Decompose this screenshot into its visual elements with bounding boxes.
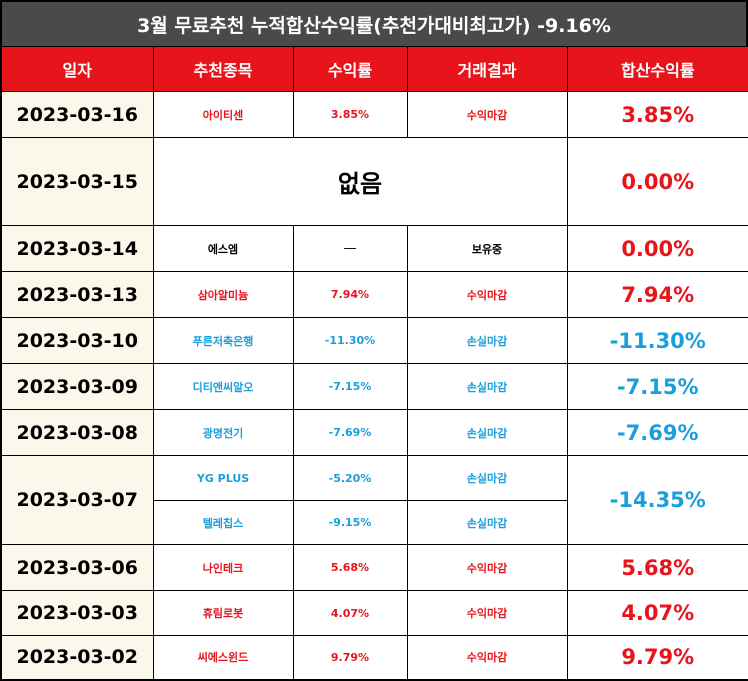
row-return: 4.07% [292, 590, 408, 636]
row-total: -11.30% [566, 317, 748, 364]
row-date: 2023-03-15 [0, 137, 154, 226]
header-return: 수익률 [292, 46, 408, 92]
row-result: 수익마감 [406, 271, 568, 318]
table-row: 2023-03-08 광명전기 -7.69% 손실마감 -7.69% [0, 409, 748, 456]
row-return: -7.15% [292, 363, 408, 410]
row-result: 수익마감 [406, 635, 568, 680]
row-date: 2023-03-10 [0, 317, 154, 364]
row-return: 7.94% [292, 271, 408, 318]
row-stock: 삼아알미늄 [152, 271, 294, 318]
row-result: 수익마감 [406, 91, 568, 138]
table-row: 2023-03-03 휴림로봇 4.07% 수익마감 4.07% [0, 590, 748, 636]
row-stock: YG PLUS [152, 455, 294, 501]
table-row: 2023-03-10 푸른저축은행 -11.30% 손실마감 -11.30% [0, 317, 748, 364]
row-date: 2023-03-06 [0, 544, 154, 591]
row-stock: 텔레칩스 [152, 500, 294, 545]
row-date: 2023-03-07 [0, 455, 154, 545]
table-row: 2023-03-06 나인테크 5.68% 수익마감 5.68% [0, 544, 748, 591]
table-row: 2023-03-14 에스엠 — 보유중 0.00% [0, 225, 748, 272]
row-total: -7.69% [566, 409, 748, 456]
row-result: 손실마감 [406, 500, 568, 545]
row-stock: 푸른저축은행 [152, 317, 294, 364]
row-stock: 에스엠 [152, 225, 294, 272]
row-total: -14.35% [566, 455, 748, 545]
returns-table: 일자 추천종목 수익률 거래결과 합산수익률 2023-03-16 아이티센 3… [0, 46, 748, 681]
row-total: 3.85% [566, 91, 748, 138]
table-row: 2023-03-07 YG PLUS -5.20% 손실마감 -14.35% [0, 455, 748, 545]
row-return: 5.68% [292, 544, 408, 591]
row-result: 수익마감 [406, 590, 568, 636]
row-return: -5.20% [292, 455, 408, 501]
row-date: 2023-03-14 [0, 225, 154, 272]
row-return: -7.69% [292, 409, 408, 456]
row-total: 0.00% [566, 137, 748, 226]
row-stock: 광명전기 [152, 409, 294, 456]
table-row: 2023-03-13 삼아알미늄 7.94% 수익마감 7.94% [0, 271, 748, 318]
table-row: 2023-03-15 없음 0.00% [0, 137, 748, 226]
row-date: 2023-03-16 [0, 91, 154, 138]
row-stock: 휴림로봇 [152, 590, 294, 636]
row-result: 손실마감 [406, 455, 568, 501]
row-date: 2023-03-02 [0, 635, 154, 680]
row-result: 수익마감 [406, 544, 568, 591]
row-stock: 씨에스윈드 [152, 635, 294, 680]
row-total: -7.15% [566, 363, 748, 410]
report-title: 3월 무료추천 누적합산수익률(추천가대비최고가) -9.16% [0, 0, 748, 46]
row-result: 손실마감 [406, 317, 568, 364]
row-date: 2023-03-03 [0, 590, 154, 636]
row-result: 손실마감 [406, 409, 568, 456]
row-date: 2023-03-13 [0, 271, 154, 318]
row-date: 2023-03-08 [0, 409, 154, 456]
row-stock: 아이티센 [152, 91, 294, 138]
row-return: — [292, 225, 408, 272]
row-return: -9.15% [292, 500, 408, 545]
header-result: 거래결과 [406, 46, 568, 92]
row-result: 보유중 [406, 225, 568, 272]
row-return: 9.79% [292, 635, 408, 680]
row-return: 3.85% [292, 91, 408, 138]
header-stock: 추천종목 [152, 46, 294, 92]
table-row: 2023-03-16 아이티센 3.85% 수익마감 3.85% [0, 91, 748, 138]
row-total: 5.68% [566, 544, 748, 591]
row-total: 4.07% [566, 590, 748, 636]
row-result: 손실마감 [406, 363, 568, 410]
table-row: 2023-03-02 씨에스윈드 9.79% 수익마감 9.79% [0, 635, 748, 680]
table-header-row: 일자 추천종목 수익률 거래결과 합산수익률 [0, 46, 748, 92]
table-row: 2023-03-09 디티앤씨알오 -7.15% 손실마감 -7.15% [0, 363, 748, 410]
row-stock: 디티앤씨알오 [152, 363, 294, 410]
row-date: 2023-03-09 [0, 363, 154, 410]
no-recommendation: 없음 [152, 137, 568, 226]
header-total: 합산수익률 [566, 46, 748, 92]
row-return: -11.30% [292, 317, 408, 364]
row-total: 0.00% [566, 225, 748, 272]
row-total: 9.79% [566, 635, 748, 680]
row-total: 7.94% [566, 271, 748, 318]
table-row: 텔레칩스 -9.15% 손실마감 [1, 500, 748, 545]
header-date: 일자 [0, 46, 154, 92]
row-stock: 나인테크 [152, 544, 294, 591]
